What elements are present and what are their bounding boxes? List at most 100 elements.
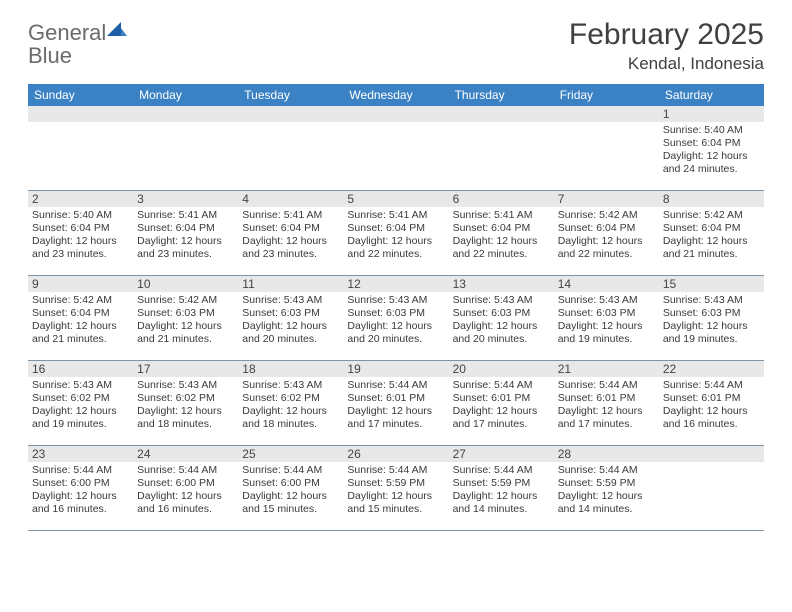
day-number: 8 [659, 191, 764, 207]
daylight-text: Daylight: 12 hours and 20 minutes. [242, 320, 339, 346]
sunrise-text: Sunrise: 5:41 AM [137, 209, 234, 222]
day-number-row: 27 [449, 446, 554, 462]
day-cell: 2Sunrise: 5:40 AMSunset: 6:04 PMDaylight… [28, 191, 133, 275]
day-number: 26 [343, 446, 448, 462]
sunset-text: Sunset: 6:04 PM [663, 137, 760, 150]
sunset-text: Sunset: 6:03 PM [558, 307, 655, 320]
day-number [449, 106, 554, 122]
day-number: 16 [28, 361, 133, 377]
day-cell: 26Sunrise: 5:44 AMSunset: 5:59 PMDayligh… [343, 446, 448, 530]
sunset-text: Sunset: 6:04 PM [558, 222, 655, 235]
sunset-text: Sunset: 6:01 PM [663, 392, 760, 405]
sunrise-text: Sunrise: 5:44 AM [663, 379, 760, 392]
daylight-text: Daylight: 12 hours and 17 minutes. [558, 405, 655, 431]
day-number-row: 10 [133, 276, 238, 292]
day-cell [28, 106, 133, 190]
daylight-text: Daylight: 12 hours and 15 minutes. [347, 490, 444, 516]
sunset-text: Sunset: 6:03 PM [242, 307, 339, 320]
day-number: 4 [238, 191, 343, 207]
day-number: 11 [238, 276, 343, 292]
day-number: 20 [449, 361, 554, 377]
day-number: 28 [554, 446, 659, 462]
day-body [449, 122, 554, 128]
day-number [238, 106, 343, 122]
day-number: 5 [343, 191, 448, 207]
sunset-text: Sunset: 6:01 PM [453, 392, 550, 405]
day-number-row: 3 [133, 191, 238, 207]
header: General Blue February 2025 Kendal, Indon… [28, 18, 764, 74]
logo-text-part1: General [28, 20, 106, 45]
day-body: Sunrise: 5:42 AMSunset: 6:03 PMDaylight:… [133, 292, 238, 351]
sunset-text: Sunset: 6:02 PM [32, 392, 129, 405]
day-cell: 20Sunrise: 5:44 AMSunset: 6:01 PMDayligh… [449, 361, 554, 445]
sunrise-text: Sunrise: 5:40 AM [663, 124, 760, 137]
sunset-text: Sunset: 6:03 PM [137, 307, 234, 320]
day-body: Sunrise: 5:42 AMSunset: 6:04 PMDaylight:… [28, 292, 133, 351]
sunrise-text: Sunrise: 5:42 AM [137, 294, 234, 307]
day-number-row: 7 [554, 191, 659, 207]
day-number-row: 11 [238, 276, 343, 292]
weekday-wed: Wednesday [343, 84, 448, 106]
day-number: 19 [343, 361, 448, 377]
page: General Blue February 2025 Kendal, Indon… [0, 0, 792, 531]
day-number [28, 106, 133, 122]
day-number: 25 [238, 446, 343, 462]
weekday-tue: Tuesday [238, 84, 343, 106]
day-number: 24 [133, 446, 238, 462]
day-number-row: 4 [238, 191, 343, 207]
day-number-row: 6 [449, 191, 554, 207]
day-cell: 8Sunrise: 5:42 AMSunset: 6:04 PMDaylight… [659, 191, 764, 275]
day-cell: 19Sunrise: 5:44 AMSunset: 6:01 PMDayligh… [343, 361, 448, 445]
weekday-fri: Friday [554, 84, 659, 106]
day-number: 3 [133, 191, 238, 207]
day-number: 9 [28, 276, 133, 292]
sunrise-text: Sunrise: 5:43 AM [242, 379, 339, 392]
sunrise-text: Sunrise: 5:41 AM [242, 209, 339, 222]
day-number: 23 [28, 446, 133, 462]
week-row: 2Sunrise: 5:40 AMSunset: 6:04 PMDaylight… [28, 191, 764, 276]
sunset-text: Sunset: 6:03 PM [347, 307, 444, 320]
sunrise-text: Sunrise: 5:43 AM [137, 379, 234, 392]
day-number: 6 [449, 191, 554, 207]
day-body: Sunrise: 5:44 AMSunset: 6:01 PMDaylight:… [554, 377, 659, 436]
day-number-row: 1 [659, 106, 764, 122]
day-number-row [28, 106, 133, 122]
daylight-text: Daylight: 12 hours and 18 minutes. [242, 405, 339, 431]
day-number-row: 8 [659, 191, 764, 207]
sunset-text: Sunset: 6:00 PM [242, 477, 339, 490]
sunset-text: Sunset: 6:00 PM [32, 477, 129, 490]
day-number-row: 21 [554, 361, 659, 377]
daylight-text: Daylight: 12 hours and 17 minutes. [453, 405, 550, 431]
day-cell: 4Sunrise: 5:41 AMSunset: 6:04 PMDaylight… [238, 191, 343, 275]
day-cell: 12Sunrise: 5:43 AMSunset: 6:03 PMDayligh… [343, 276, 448, 360]
day-number: 17 [133, 361, 238, 377]
day-cell [659, 446, 764, 530]
day-cell: 18Sunrise: 5:43 AMSunset: 6:02 PMDayligh… [238, 361, 343, 445]
sunset-text: Sunset: 6:01 PM [558, 392, 655, 405]
weekday-sun: Sunday [28, 84, 133, 106]
daylight-text: Daylight: 12 hours and 20 minutes. [347, 320, 444, 346]
day-cell: 3Sunrise: 5:41 AMSunset: 6:04 PMDaylight… [133, 191, 238, 275]
sunrise-text: Sunrise: 5:42 AM [663, 209, 760, 222]
day-number [554, 106, 659, 122]
day-body: Sunrise: 5:43 AMSunset: 6:03 PMDaylight:… [343, 292, 448, 351]
day-cell: 28Sunrise: 5:44 AMSunset: 5:59 PMDayligh… [554, 446, 659, 530]
day-number [133, 106, 238, 122]
day-body [238, 122, 343, 128]
location-subtitle: Kendal, Indonesia [569, 54, 764, 74]
logo-text-block: General Blue [28, 22, 127, 68]
day-number: 18 [238, 361, 343, 377]
sunrise-text: Sunrise: 5:41 AM [347, 209, 444, 222]
day-number [343, 106, 448, 122]
daylight-text: Daylight: 12 hours and 23 minutes. [242, 235, 339, 261]
sunrise-text: Sunrise: 5:44 AM [347, 379, 444, 392]
day-body [343, 122, 448, 128]
weeks-container: 1Sunrise: 5:40 AMSunset: 6:04 PMDaylight… [28, 106, 764, 531]
sunrise-text: Sunrise: 5:43 AM [453, 294, 550, 307]
day-cell [133, 106, 238, 190]
day-cell: 13Sunrise: 5:43 AMSunset: 6:03 PMDayligh… [449, 276, 554, 360]
sunrise-text: Sunrise: 5:40 AM [32, 209, 129, 222]
sunset-text: Sunset: 6:04 PM [32, 222, 129, 235]
daylight-text: Daylight: 12 hours and 14 minutes. [453, 490, 550, 516]
page-title: February 2025 [569, 18, 764, 52]
